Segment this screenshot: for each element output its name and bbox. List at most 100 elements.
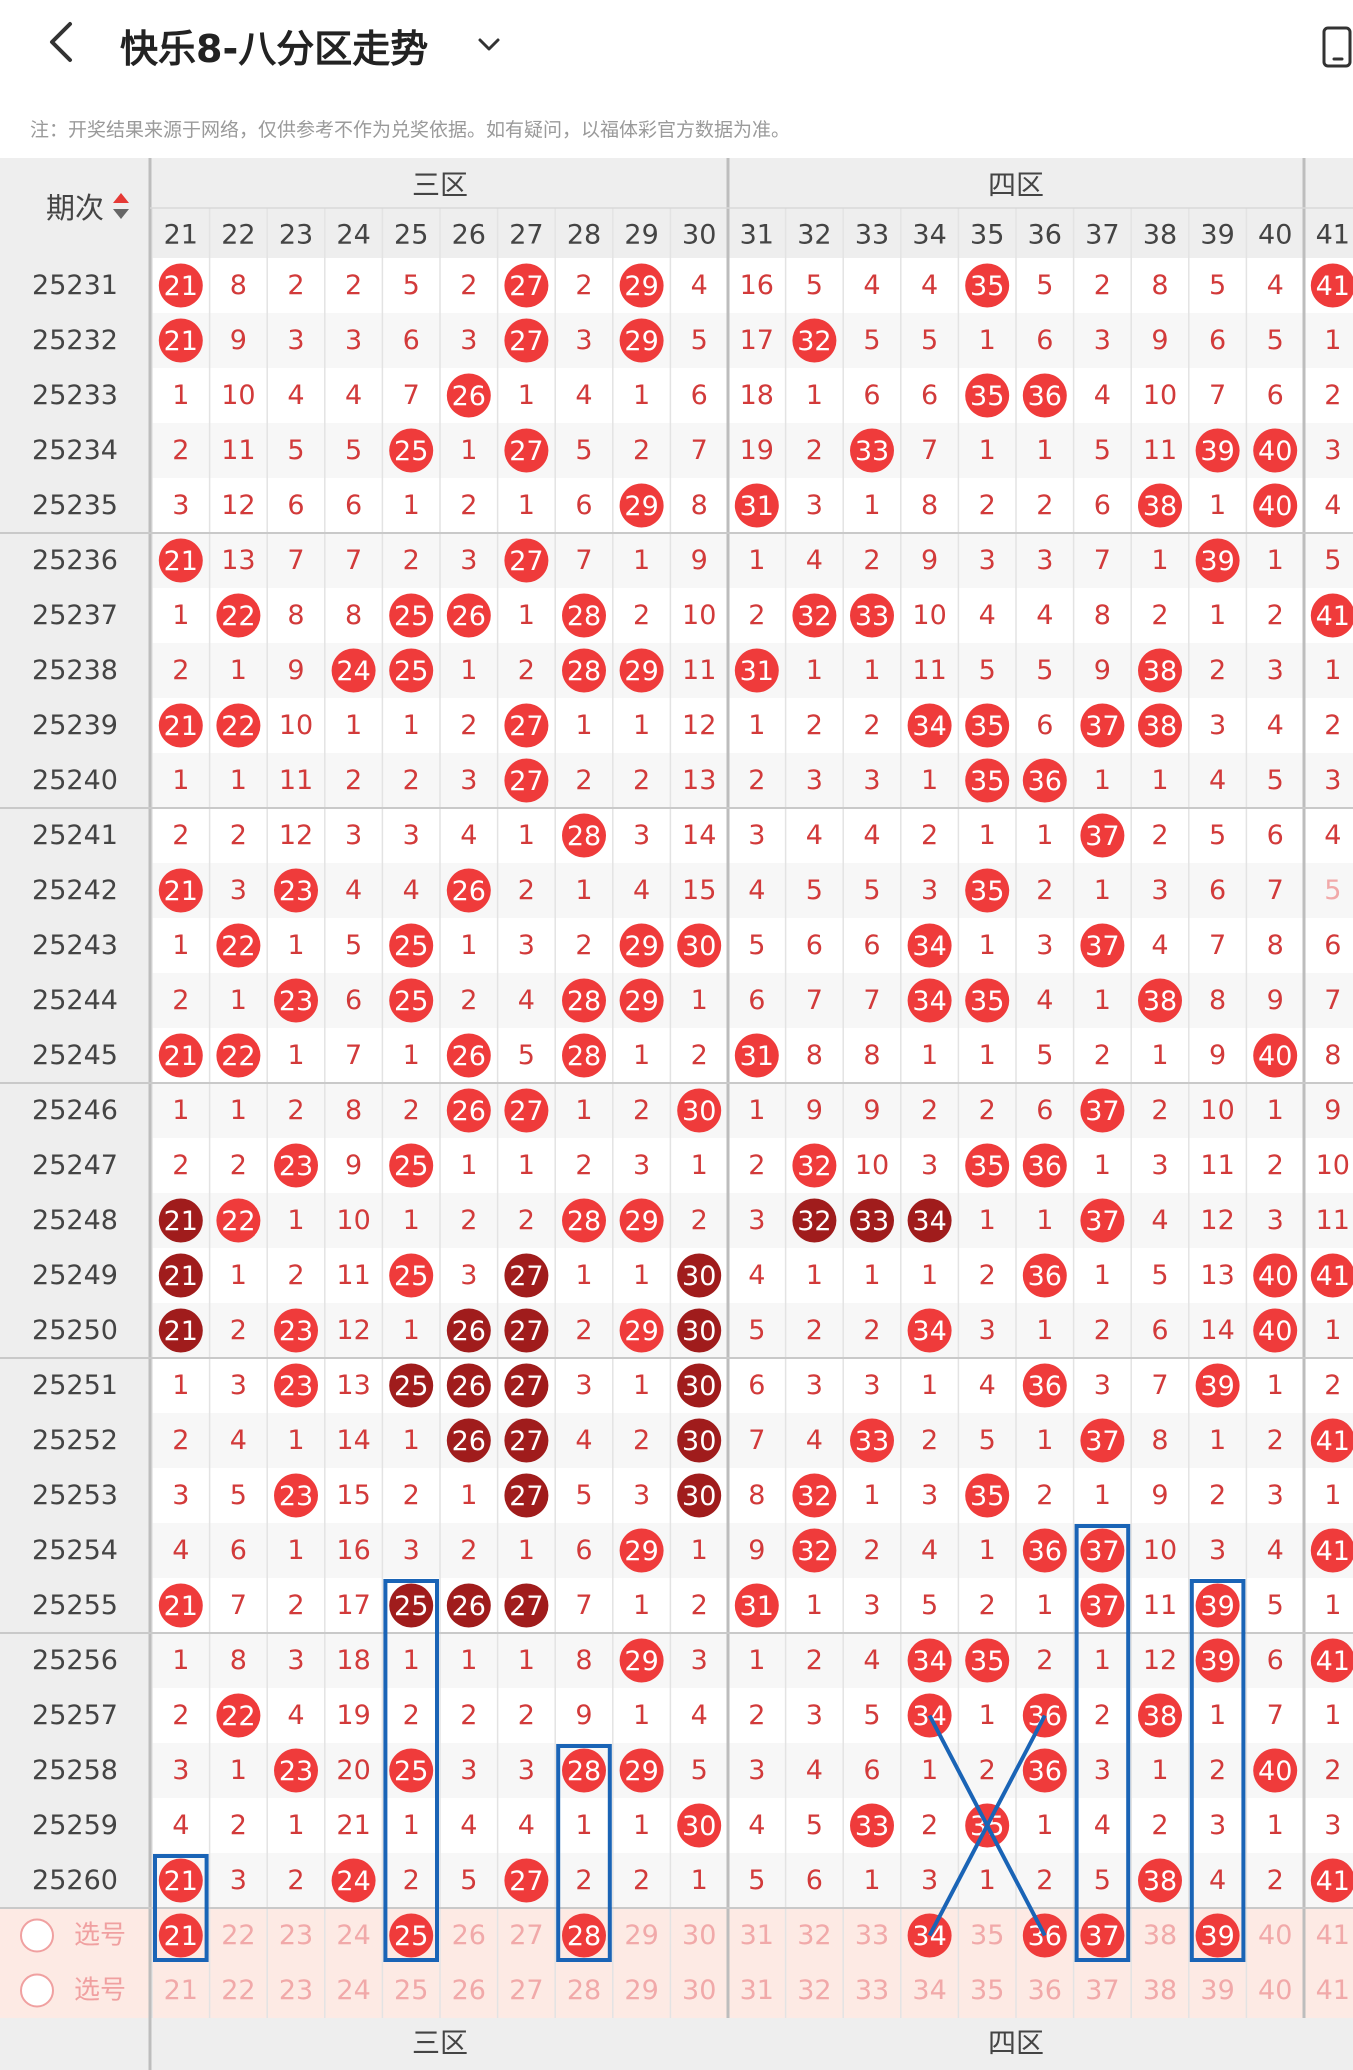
miss-count: 1	[691, 1150, 708, 1181]
miss-count: 1	[633, 1040, 650, 1071]
miss-count: 2	[633, 435, 650, 466]
sort-updown-icon[interactable]	[113, 193, 129, 219]
miss-count: 4	[863, 1645, 880, 1676]
miss-count: 2	[287, 1865, 304, 1896]
miss-count: 6	[1209, 875, 1226, 906]
hit-ball-number: 27	[509, 271, 543, 302]
select-cell-number: 35	[970, 1975, 1004, 2006]
miss-count: 7	[691, 435, 708, 466]
miss-count: 2	[403, 1700, 420, 1731]
hit-ball-number: 41	[1316, 1261, 1350, 1292]
miss-count: 6	[1324, 930, 1341, 961]
hit-ball-number: 31	[740, 1041, 774, 1072]
page-title[interactable]: 快乐8-八分区走势	[120, 27, 429, 71]
hit-ball	[619, 923, 664, 968]
miss-count: 2	[575, 765, 592, 796]
miss-count: 5	[1209, 270, 1226, 301]
row-stripe	[150, 1633, 1353, 1688]
hit-ball	[216, 593, 261, 638]
miss-count: 5	[748, 930, 765, 961]
hit-ball-number: 34	[912, 1206, 946, 1237]
hit-ball-number: 24	[336, 1866, 370, 1897]
miss-count: 3	[345, 325, 362, 356]
back-arrow-icon[interactable]	[40, 20, 84, 64]
period-number: 25253	[32, 1480, 118, 1511]
miss-count: 5	[1267, 325, 1284, 356]
hit-ball	[446, 593, 491, 638]
column-header: 39	[1200, 220, 1234, 251]
selected-ball-number: 28	[567, 1921, 601, 1952]
miss-count: 1	[172, 1095, 189, 1126]
miss-count: 5	[1209, 820, 1226, 851]
hit-ball-number: 26	[452, 1316, 486, 1347]
miss-count: 5	[1036, 655, 1053, 686]
hit-ball	[907, 1198, 952, 1243]
period-number: 25250	[32, 1315, 118, 1346]
miss-count: 5	[979, 1425, 996, 1456]
select-cell-number: 40	[1258, 1975, 1292, 2006]
miss-count: 7	[1324, 985, 1341, 1016]
period-number: 25231	[32, 270, 118, 301]
select-cell-number: 33	[855, 1920, 889, 1951]
hit-ball	[619, 1198, 664, 1243]
phone-icon[interactable]	[1318, 24, 1353, 68]
hit-ball	[504, 428, 549, 473]
miss-count: 1	[287, 1810, 304, 1841]
hit-ball-number: 27	[509, 711, 543, 742]
miss-count: 2	[1267, 600, 1284, 631]
hit-ball	[1022, 1253, 1067, 1298]
disclaimer-note: 注：开奖结果来源于网络，仅供参考不作为兑奖依据。如有疑问，以福体彩官方数据为准。	[30, 119, 791, 141]
miss-count: 5	[863, 325, 880, 356]
miss-count: 3	[1151, 1150, 1168, 1181]
hit-ball	[504, 1418, 549, 1463]
hit-ball-number: 36	[1028, 381, 1062, 412]
miss-count: 3	[1094, 1370, 1111, 1401]
miss-count: 6	[403, 325, 420, 356]
select-radio[interactable]	[20, 1973, 54, 2008]
hit-ball	[274, 1143, 318, 1188]
miss-count: 3	[287, 1645, 304, 1676]
selected-ball[interactable]	[389, 1913, 434, 1958]
miss-count: 5	[979, 655, 996, 686]
hit-ball-number: 21	[164, 711, 198, 742]
miss-count: 2	[518, 875, 535, 906]
miss-count: 1	[575, 875, 592, 906]
miss-count: 3	[806, 490, 823, 521]
hit-ball	[158, 703, 203, 748]
hit-ball-number: 35	[970, 381, 1004, 412]
selected-ball[interactable]	[562, 1913, 606, 1958]
select-radio[interactable]	[20, 1918, 54, 1953]
hit-ball	[504, 318, 549, 363]
miss-count: 1	[1324, 655, 1341, 686]
miss-count: 5	[460, 1865, 477, 1896]
miss-count: 1	[403, 1425, 420, 1456]
select-cell-number: 29	[624, 1975, 658, 2006]
miss-count: 1	[1036, 1205, 1053, 1236]
chevron-down-icon[interactable]	[474, 30, 504, 60]
miss-count: 3	[230, 875, 247, 906]
miss-count: 2	[230, 1315, 247, 1346]
selected-ball[interactable]	[158, 1913, 203, 1958]
hit-ball-number: 26	[452, 1426, 486, 1457]
miss-count: 15	[336, 1480, 370, 1511]
hit-ball-number: 39	[1200, 546, 1234, 577]
hit-ball-number: 27	[509, 1316, 543, 1347]
hit-ball-number: 29	[624, 1536, 658, 1567]
miss-count: 1	[748, 545, 765, 576]
miss-count: 4	[863, 270, 880, 301]
miss-count: 2	[748, 1700, 765, 1731]
selected-ball[interactable]	[1080, 1913, 1125, 1958]
miss-count: 8	[1094, 600, 1111, 631]
miss-count: 8	[863, 1040, 880, 1071]
hit-ball-number: 30	[682, 1481, 716, 1512]
selected-ball[interactable]	[1195, 1913, 1240, 1958]
miss-count: 1	[403, 490, 420, 521]
select-cell-number: 30	[682, 1975, 716, 2006]
hit-ball-number: 37	[1085, 1426, 1119, 1457]
select-cell-number: 39	[1200, 1975, 1234, 2006]
row-stripe	[150, 423, 1353, 478]
miss-count: 2	[575, 1150, 592, 1181]
hit-ball	[907, 1638, 952, 1683]
miss-count: 4	[979, 600, 996, 631]
miss-count: 21	[336, 1810, 370, 1841]
